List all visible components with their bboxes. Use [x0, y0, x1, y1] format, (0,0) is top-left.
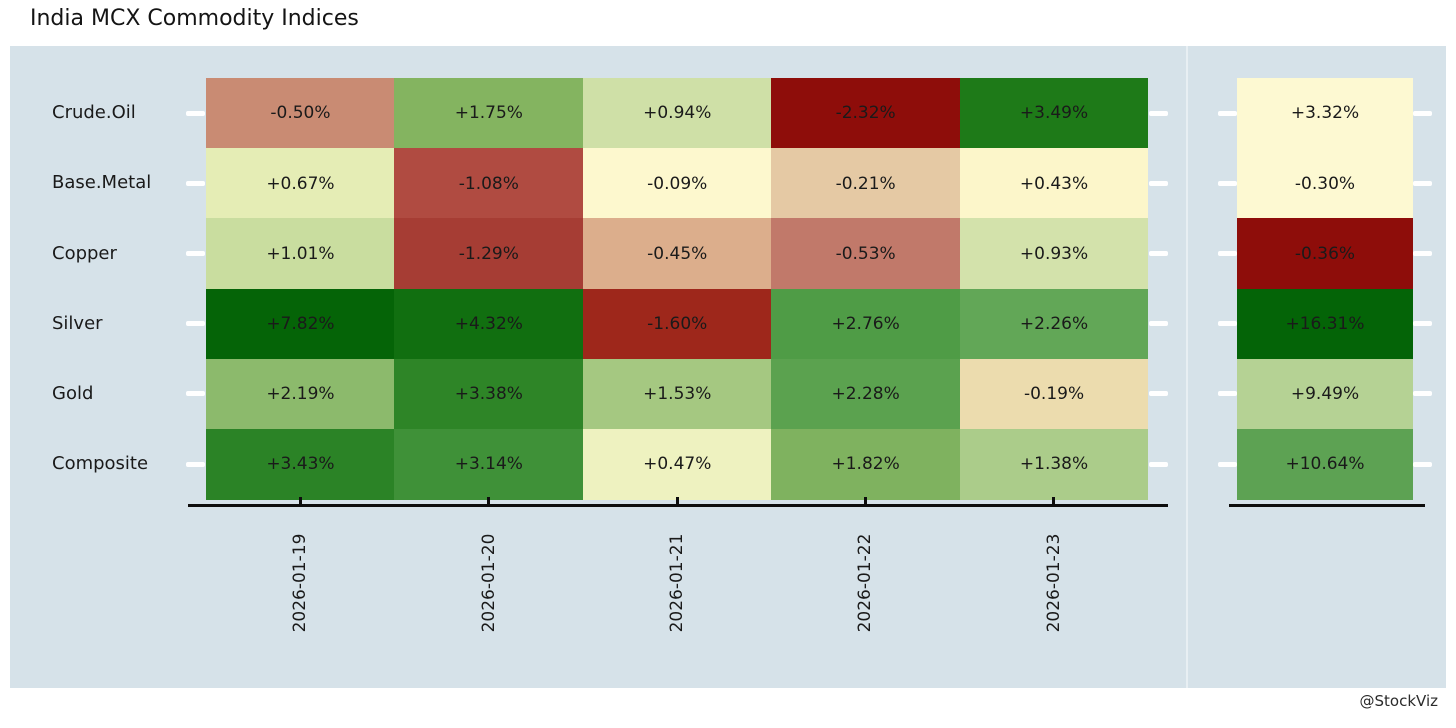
x-axis-date-label: 2026-01-19	[290, 533, 311, 633]
row-tick-dash	[186, 321, 205, 327]
heatmap-cell: +3.14%	[394, 429, 584, 500]
row-tick-dash	[1218, 251, 1237, 256]
heatmap-cell: -0.19%	[959, 358, 1149, 430]
x-axis-date-label: 2026-01-21	[667, 533, 687, 633]
row-tick-dash	[1413, 180, 1432, 186]
summary-cell: -0.36%	[1237, 218, 1413, 290]
panel-divider	[1186, 46, 1188, 688]
heatmap-cell: +1.38%	[959, 429, 1149, 500]
heatmap-cell: -2.32%	[771, 78, 961, 149]
row-tick-dash	[1149, 110, 1168, 116]
heatmap-cell: +1.53%	[582, 358, 772, 430]
row-tick-dash	[1149, 391, 1168, 397]
x-axis-tick	[1052, 497, 1056, 505]
row-tick-dash	[1413, 461, 1432, 467]
row-label: Copper	[52, 242, 117, 264]
heatmap-cell: +1.01%	[206, 218, 395, 290]
row-tick-dash	[1413, 251, 1432, 256]
heatmap-cell: -0.21%	[771, 148, 961, 219]
heatmap-cell: -0.53%	[771, 218, 961, 290]
heatmap-cell: +4.32%	[394, 288, 584, 360]
heatmap-cell: -0.50%	[206, 78, 395, 149]
summary-axis-line	[1229, 504, 1425, 507]
summary-cell: +3.32%	[1237, 78, 1413, 149]
heatmap-cell: -1.08%	[394, 148, 584, 219]
row-tick-dash	[186, 461, 205, 467]
row-tick-dash	[1218, 321, 1237, 327]
row-tick-dash	[186, 391, 205, 397]
row-tick-dash	[1218, 110, 1237, 116]
row-tick-dash	[1149, 251, 1168, 256]
attribution: @StockViz	[1359, 692, 1439, 710]
row-tick-dash	[1149, 321, 1168, 327]
heatmap-cell: +2.76%	[771, 288, 961, 360]
heatmap-cell: +1.82%	[771, 429, 961, 500]
row-tick-dash	[1149, 461, 1168, 467]
row-tick-dash	[1218, 391, 1237, 397]
chart-title: India MCX Commodity Indices	[30, 6, 359, 31]
row-label: Silver	[52, 312, 103, 334]
row-tick-dash	[1413, 321, 1432, 327]
heatmap-cell: -0.09%	[582, 148, 772, 219]
heatmap-cell: -0.45%	[582, 218, 772, 290]
heatmap-cell: +1.75%	[394, 78, 584, 149]
row-label: Crude.Oil	[52, 102, 136, 124]
row-tick-dash	[1413, 391, 1432, 397]
x-axis-tick	[863, 497, 867, 505]
row-tick-dash	[1218, 180, 1237, 186]
row-tick-dash	[186, 251, 205, 256]
summary-cell: +16.31%	[1237, 288, 1413, 360]
row-label: Base.Metal	[52, 172, 152, 194]
heatmap-cell: +0.47%	[582, 429, 772, 500]
row-tick-dash	[1149, 180, 1168, 186]
x-axis-date-label: 2026-01-23	[1043, 533, 1064, 633]
heatmap-cell: +2.28%	[771, 358, 961, 430]
heatmap-cell: +0.94%	[582, 78, 772, 149]
heatmap-cell: -1.29%	[394, 218, 584, 290]
row-label: Composite	[52, 453, 149, 475]
x-axis-line	[188, 504, 1168, 507]
summary-cell: -0.30%	[1237, 148, 1413, 219]
x-axis-tick	[487, 497, 491, 505]
heatmap-cell: +3.43%	[206, 429, 395, 500]
x-axis-tick	[675, 497, 679, 505]
heatmap-cell: +3.38%	[394, 358, 584, 430]
summary-cell: +9.49%	[1237, 358, 1413, 430]
heatmap-cell: +7.82%	[206, 288, 395, 360]
heatmap-cell: -1.60%	[582, 288, 772, 360]
heatmap-cell: +2.19%	[206, 358, 395, 430]
row-tick-dash	[186, 180, 205, 186]
heatmap-cell: +3.49%	[959, 78, 1149, 149]
x-axis-date-label: 2026-01-22	[855, 533, 876, 633]
heatmap-cell: +0.67%	[206, 148, 395, 219]
heatmap-cell: +0.43%	[959, 148, 1149, 219]
heatmap-cell: +2.26%	[959, 288, 1149, 360]
summary-cell: +10.64%	[1237, 429, 1413, 500]
x-axis-tick	[298, 497, 302, 505]
row-tick-dash	[1218, 461, 1237, 467]
row-tick-dash	[1413, 110, 1432, 116]
row-label: Gold	[52, 382, 94, 404]
x-axis-date-label: 2026-01-20	[478, 533, 499, 633]
heatmap-cell: +0.93%	[959, 218, 1149, 290]
row-tick-dash	[186, 110, 205, 116]
